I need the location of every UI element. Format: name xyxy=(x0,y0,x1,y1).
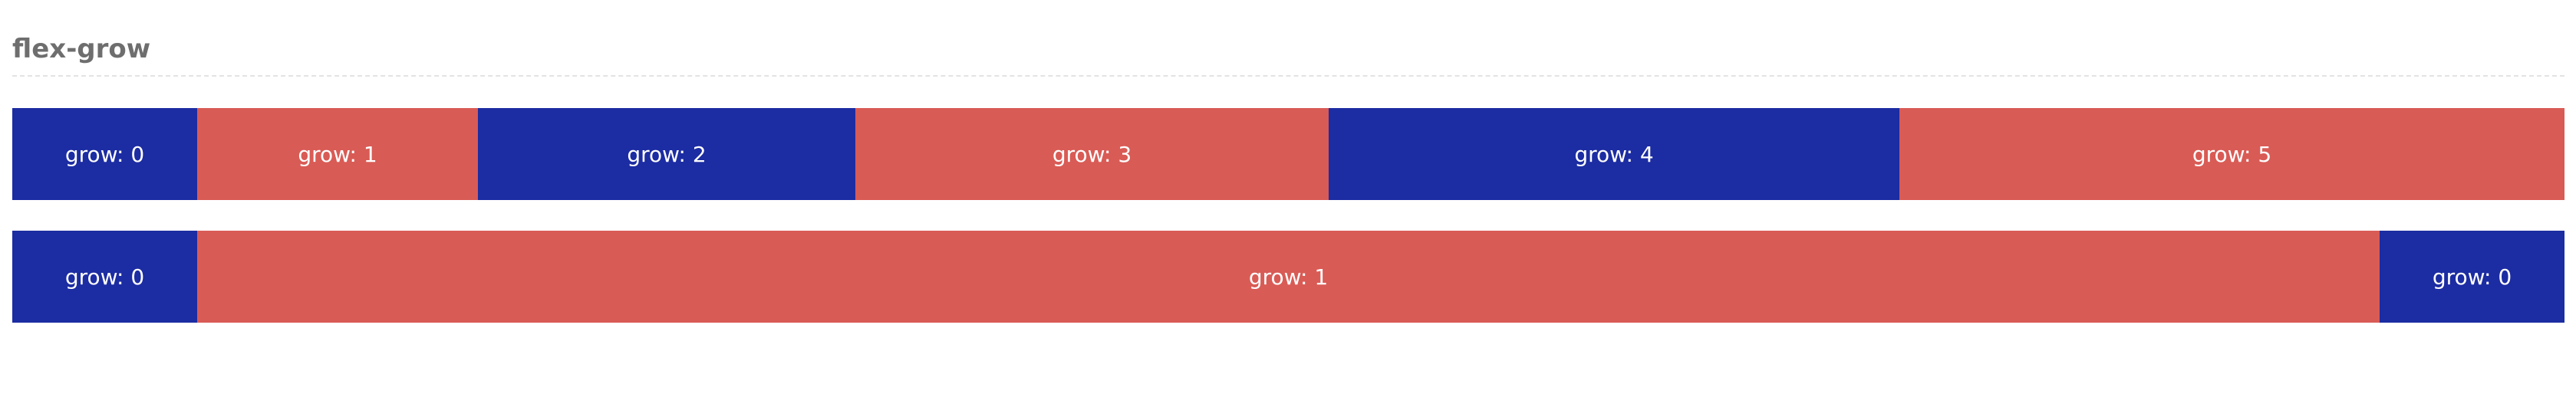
flex-item-grow-0: grow: 0 xyxy=(12,108,197,200)
flex-item-grow-4: grow: 4 xyxy=(1329,108,1899,200)
flex-item-grow-0-right: grow: 0 xyxy=(2380,231,2564,323)
flex-item-grow-5: grow: 5 xyxy=(1899,108,2564,200)
flex-item-grow-3: grow: 3 xyxy=(855,108,1329,200)
flex-row-2: grow: 0 grow: 1 grow: 0 xyxy=(12,231,2564,323)
section-title: flex-grow xyxy=(12,34,151,64)
flex-row-1: grow: 0 grow: 1 grow: 2 grow: 3 grow: 4 … xyxy=(12,108,2564,200)
title-divider xyxy=(12,75,2564,77)
flex-item-grow-1: grow: 1 xyxy=(197,108,478,200)
flex-item-grow-1-center: grow: 1 xyxy=(197,231,2380,323)
flex-item-grow-0-left: grow: 0 xyxy=(12,231,197,323)
flex-item-grow-2: grow: 2 xyxy=(478,108,855,200)
